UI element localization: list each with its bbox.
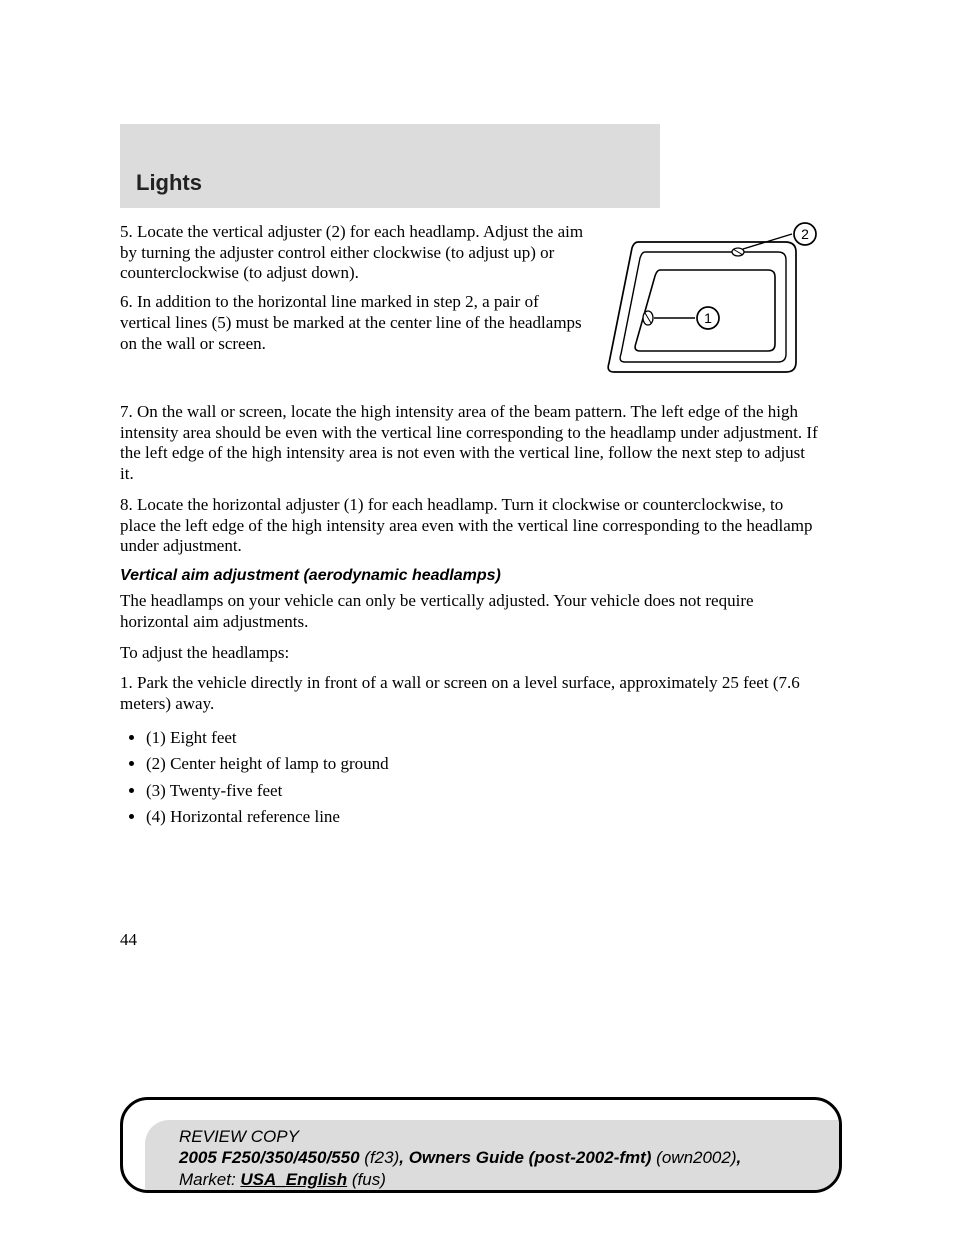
comma: , — [737, 1148, 742, 1167]
list-item: (4) Horizontal reference line — [146, 804, 820, 830]
page: Lights 5. Locate the vertical adjuster (… — [0, 0, 954, 1235]
step-5: 5. Locate the vertical adjuster (2) for … — [120, 222, 586, 284]
adjust-step-1: 1. Park the vehicle directly in front of… — [120, 673, 820, 714]
adjuster-2-icon — [732, 248, 744, 256]
bullet-list: (1) Eight feet (2) Center height of lamp… — [120, 725, 820, 830]
callout-2-label: 2 — [801, 226, 809, 242]
guide-code: (own2002) — [651, 1148, 736, 1167]
adjuster-1-icon — [643, 311, 653, 325]
header-band: Lights — [120, 124, 660, 208]
step-8: 8. Locate the horizontal adjuster (1) fo… — [120, 495, 820, 557]
subheading: Vertical aim adjustment (aerodynamic hea… — [120, 567, 820, 585]
footer-box: REVIEW COPY 2005 F250/350/450/550 (f23),… — [120, 1097, 842, 1193]
section-title: Lights — [136, 170, 202, 196]
footer-inner: REVIEW COPY 2005 F250/350/450/550 (f23),… — [145, 1120, 839, 1190]
market-prefix: Market: — [179, 1170, 240, 1189]
step-6: 6. In addition to the horizontal line ma… — [120, 292, 586, 354]
step-7: 7. On the wall or screen, locate the hig… — [120, 402, 820, 485]
headlamp-outline — [608, 242, 796, 372]
model-code: (f23) — [360, 1148, 400, 1167]
wrapped-text-row: 5. Locate the vertical adjuster (2) for … — [120, 222, 820, 392]
body-column: 5. Locate the vertical adjuster (2) for … — [120, 222, 820, 830]
footer-line-3: Market: USA_English (fus) — [179, 1169, 831, 1190]
callout-1-label: 1 — [704, 310, 712, 326]
footer-line-1: REVIEW COPY — [179, 1126, 831, 1147]
list-item: (3) Twenty-five feet — [146, 778, 820, 804]
wrapped-text: 5. Locate the vertical adjuster (2) for … — [120, 222, 586, 362]
market-value: USA_English — [240, 1170, 347, 1189]
market-code: (fus) — [347, 1170, 386, 1189]
list-item: (2) Center height of lamp to ground — [146, 751, 820, 777]
guide-label: , Owners Guide (post-2002-fmt) — [399, 1148, 651, 1167]
adjust-para: To adjust the headlamps: — [120, 643, 820, 664]
intro-para: The headlamps on your vehicle can only b… — [120, 591, 820, 632]
list-item: (1) Eight feet — [146, 725, 820, 751]
page-number: 44 — [120, 930, 137, 950]
footer-line-2: 2005 F250/350/450/550 (f23), Owners Guid… — [179, 1147, 831, 1168]
model-label: 2005 F250/350/450/550 — [179, 1148, 360, 1167]
review-copy-label: REVIEW COPY — [179, 1127, 299, 1146]
headlamp-diagram: 2 1 — [600, 222, 820, 392]
